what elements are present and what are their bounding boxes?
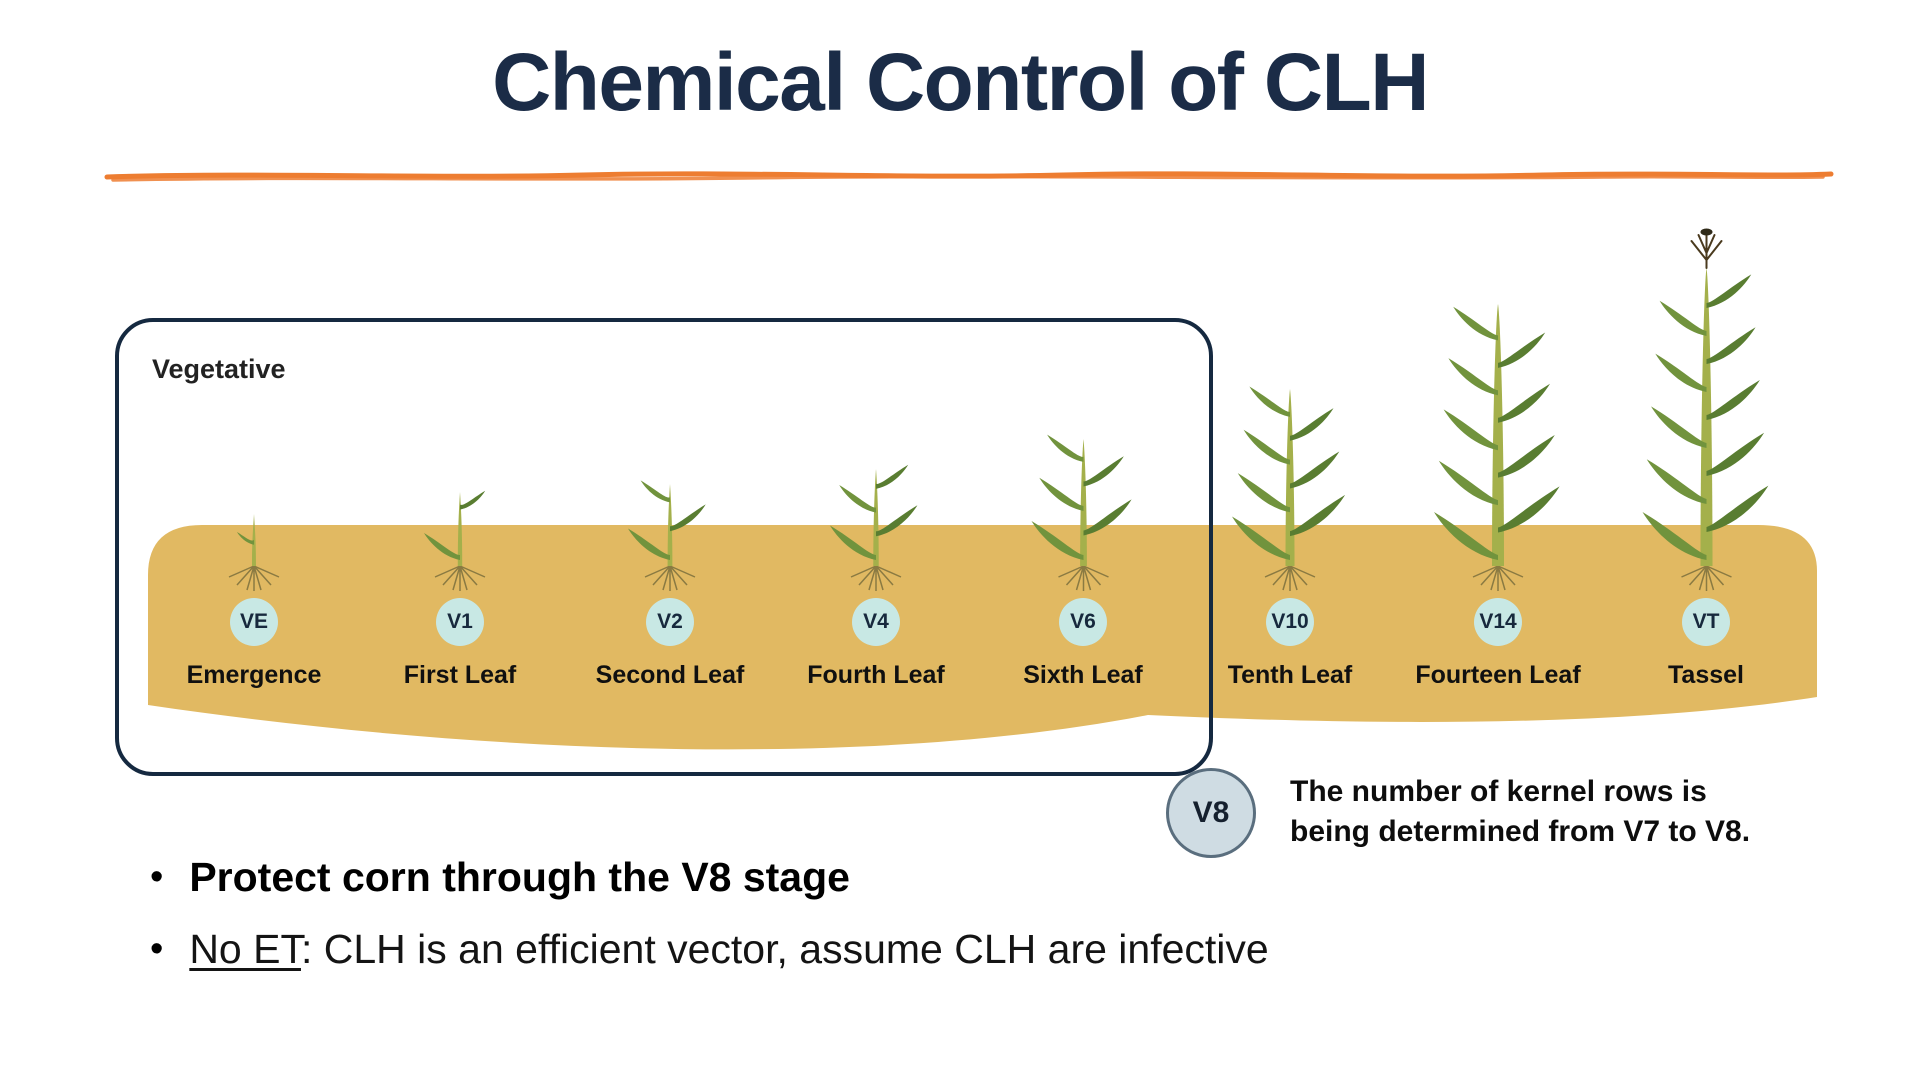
stage-code: VT — [1692, 610, 1720, 633]
stage-v10: V10 Tenth Leaf — [1180, 377, 1400, 690]
stage-ve: VE Emergence — [144, 502, 364, 690]
stage-code: V14 — [1479, 610, 1517, 633]
stage-v4: V4 Fourth Leaf — [766, 457, 986, 690]
v8-callout-line1: The number of kernel rows is — [1290, 775, 1707, 808]
corn-plant-icon — [1232, 386, 1346, 591]
stage-code: V2 — [657, 610, 683, 633]
stage-code: V10 — [1271, 610, 1309, 633]
stage-label: Emergence — [186, 661, 322, 689]
stage-code: V1 — [447, 610, 473, 633]
bullet-rest: : CLH is an efficient vector, assume CLH… — [300, 926, 1269, 972]
vegetative-box — [115, 318, 1213, 776]
bullet-no-et: No ET: CLH is an efficient vector, assum… — [150, 924, 1268, 974]
stage-code: V6 — [1070, 610, 1096, 633]
stage-label: Tassel — [1668, 661, 1744, 689]
corn-plant-icon — [1031, 434, 1132, 591]
stage-code-badge: V1 — [436, 598, 484, 646]
stage-v6: V6 Sixth Leaf — [973, 427, 1193, 690]
corn-plant-icon — [830, 464, 918, 591]
v8-callout-text: The number of kernel rows is being deter… — [1290, 772, 1890, 852]
accent-underline — [104, 171, 1834, 182]
v8-callout-line2: being determined from V7 to V8. — [1290, 815, 1751, 848]
corn-plant-icon — [628, 480, 706, 591]
stage-code-badge: V2 — [646, 598, 694, 646]
stage-code: V4 — [863, 610, 889, 633]
stage-label: Tenth Leaf — [1227, 661, 1353, 689]
stage-label: Fourteen Leaf — [1415, 661, 1581, 689]
stage-code-badge: V14 — [1474, 598, 1522, 646]
stage-code-badge: V6 — [1059, 598, 1107, 646]
stage-code-badge: V10 — [1266, 598, 1314, 646]
stage-label: Sixth Leaf — [1023, 661, 1143, 689]
stage-label: Fourth Leaf — [807, 661, 945, 689]
page-title: Chemical Control of CLH — [492, 37, 1429, 128]
stage-label: First Leaf — [403, 661, 517, 689]
corn-plant-icon — [228, 514, 280, 591]
soil-band — [148, 525, 1817, 750]
bullet-protect-corn: Protect corn through the V8 stage — [150, 852, 1269, 902]
stage-code-badge: VT — [1682, 598, 1730, 646]
bullet-list: Protect corn through the V8 stage No ET:… — [150, 852, 1269, 996]
bullet-text: No ET: CLH is an efficient vector, assum… — [189, 924, 1268, 974]
stage-label: Second Leaf — [595, 661, 745, 689]
bullet-underlined-term: No ET — [189, 926, 301, 972]
stage-v1: V1 First Leaf — [350, 480, 570, 690]
corn-plant-tassel-icon — [1642, 228, 1768, 591]
stage-v14: V14 Fourteen Leaf — [1388, 292, 1608, 690]
stage-code-badge: V4 — [852, 598, 900, 646]
v8-callout-code: V8 — [1192, 796, 1230, 829]
stage-v2: V2 Second Leaf — [560, 472, 780, 690]
stage-vt: VT Tassel — [1596, 222, 1816, 690]
corn-plant-icon — [424, 490, 486, 591]
v8-callout-badge: V8 — [1166, 768, 1256, 858]
stage-code: VE — [239, 610, 268, 633]
bullet-text: Protect corn through the V8 stage — [189, 854, 850, 900]
corn-plant-icon — [1434, 304, 1560, 591]
stage-code-badge: VE — [230, 598, 278, 646]
vegetative-label: Vegetative — [152, 354, 286, 384]
